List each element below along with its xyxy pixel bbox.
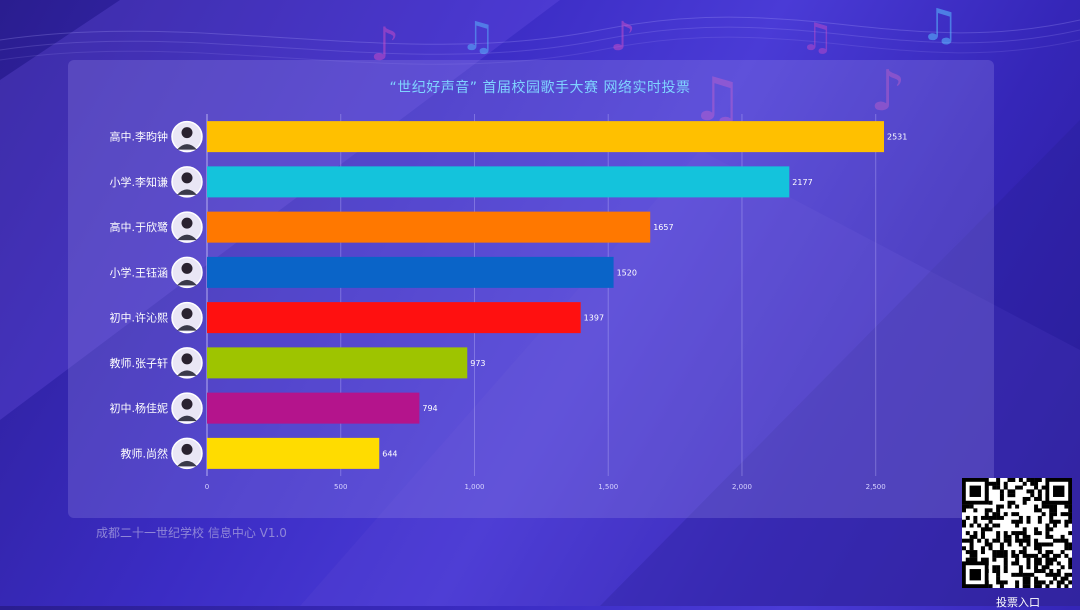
bar	[207, 437, 380, 469]
category-label: 小学.李知谦	[110, 175, 169, 189]
avatar-head-icon	[181, 262, 193, 274]
data-label: 644	[382, 449, 397, 458]
bar	[207, 211, 651, 243]
data-label: 2177	[792, 178, 812, 187]
category-label: 初中.杨佳妮	[110, 401, 169, 415]
x-tick-label: 1,500	[598, 483, 618, 491]
category-label: 高中.李昀钟	[110, 130, 169, 144]
data-label: 794	[422, 404, 437, 413]
category-label: 高中.于欣鹭	[110, 220, 169, 234]
avatar-head-icon	[181, 127, 193, 139]
data-label: 1520	[617, 268, 637, 277]
category-label: 小学.王钰涵	[110, 265, 169, 279]
avatar-head-icon	[181, 443, 193, 455]
footer-text: 成都二十一世纪学校 信息中心 V1.0	[96, 526, 287, 540]
x-tick-label: 2,000	[732, 483, 752, 491]
avatar-body-icon	[177, 189, 197, 195]
avatar-body-icon	[177, 279, 197, 286]
bar	[207, 256, 614, 288]
avatar-body-icon	[177, 234, 197, 241]
x-tick-label: 2,500	[866, 483, 886, 491]
x-tick-label: 0	[205, 483, 209, 491]
bar	[207, 392, 420, 424]
x-tick-label: 500	[334, 483, 347, 491]
avatar-body-icon	[177, 144, 197, 150]
avatar-head-icon	[181, 353, 193, 365]
bar	[207, 166, 790, 198]
bar	[207, 347, 468, 379]
qr-code-block[interactable]: 投票入口	[962, 478, 1074, 610]
data-label: 1397	[584, 314, 604, 323]
avatar-body-icon	[177, 415, 197, 422]
bar	[207, 302, 581, 334]
avatar-body-icon	[177, 460, 197, 467]
qr-code-icon[interactable]	[962, 478, 1073, 589]
avatar-head-icon	[181, 308, 193, 320]
avatar-head-icon	[181, 217, 193, 229]
avatar-head-icon	[181, 172, 193, 184]
bar	[207, 121, 884, 153]
data-label: 2531	[887, 133, 907, 142]
category-label: 教师.尚然	[121, 446, 169, 460]
avatar-body-icon	[177, 370, 197, 376]
category-label: 教师.张子轩	[110, 356, 169, 370]
avatar-head-icon	[181, 398, 193, 410]
x-tick-label: 1,000	[464, 483, 484, 491]
qr-label: 投票入口	[996, 596, 1040, 609]
data-label: 1657	[653, 223, 673, 232]
avatar-body-icon	[177, 325, 197, 331]
data-label: 973	[470, 359, 485, 368]
chart-title: “世纪好声音” 首届校园歌手大赛 网络实时投票	[389, 80, 691, 96]
category-label: 初中.许沁熙	[110, 311, 169, 325]
